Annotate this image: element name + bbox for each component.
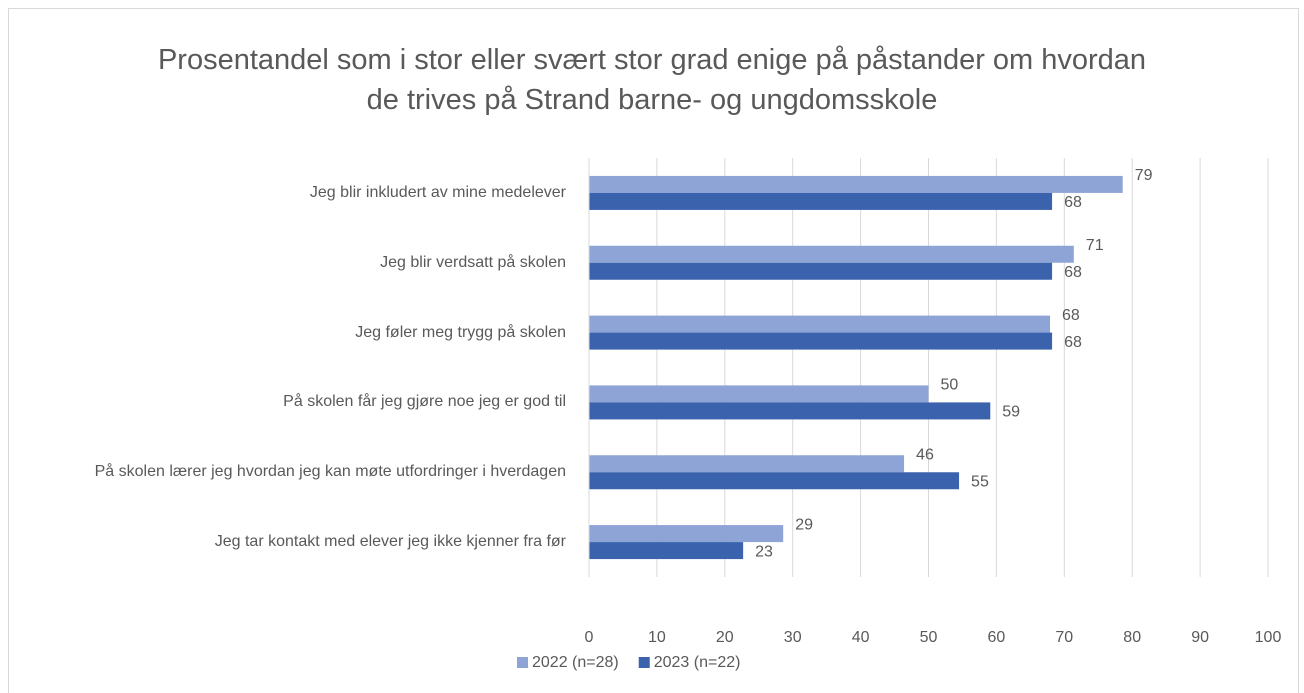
bar xyxy=(589,385,929,403)
data-label: 68 xyxy=(1064,194,1082,211)
x-tick-label: 70 xyxy=(1055,629,1073,646)
category-label: Jeg blir verdsatt på skolen xyxy=(380,253,566,271)
bar xyxy=(589,175,1123,193)
data-label: 59 xyxy=(1002,404,1020,421)
data-label: 71 xyxy=(1086,237,1104,254)
data-label: 68 xyxy=(1062,307,1080,324)
data-label: 46 xyxy=(916,446,934,463)
x-tick-label: 80 xyxy=(1123,629,1141,646)
x-tick-label: 100 xyxy=(1255,629,1282,646)
chart-title: Prosentandel som i stor eller svært stor… xyxy=(157,44,1147,116)
bar xyxy=(589,402,991,420)
category-label: På skolen lærer jeg hvordan jeg kan møte… xyxy=(94,463,566,481)
data-label: 68 xyxy=(1064,264,1082,281)
legend-swatch xyxy=(517,657,528,668)
legend-label: 2023 (n=22) xyxy=(654,654,741,671)
bar xyxy=(589,262,1053,280)
data-label: 50 xyxy=(941,377,959,394)
legend-swatch xyxy=(638,657,650,668)
x-tick-label: 30 xyxy=(784,629,802,646)
category-label: Jeg tar kontakt med elever jeg ikke kjen… xyxy=(214,533,566,551)
data-label: 23 xyxy=(755,543,773,560)
bar xyxy=(589,192,1053,210)
x-tick-label: 60 xyxy=(988,629,1006,646)
bar xyxy=(589,315,1051,333)
x-tick-label: 10 xyxy=(648,629,666,646)
bar xyxy=(589,455,905,473)
category-label: Jeg blir inkludert av mine medelever xyxy=(309,183,566,201)
x-tick-label: 90 xyxy=(1191,629,1209,646)
x-tick-label: 40 xyxy=(852,629,870,646)
bar xyxy=(589,245,1074,263)
x-tick-label: 0 xyxy=(585,629,594,646)
bar xyxy=(589,332,1053,350)
data-label: 68 xyxy=(1064,334,1082,351)
data-label: 79 xyxy=(1135,167,1153,184)
bar xyxy=(589,542,744,560)
chart-border xyxy=(8,8,1299,693)
data-label: 29 xyxy=(795,516,813,533)
x-tick-label: 50 xyxy=(920,629,938,646)
x-tick-label: 20 xyxy=(716,629,734,646)
data-label: 55 xyxy=(971,473,989,490)
category-label: Jeg føler meg trygg på skolen xyxy=(355,323,566,341)
legend-label: 2022 (n=28) xyxy=(532,654,619,671)
bar xyxy=(589,472,960,490)
category-label: På skolen får jeg gjøre noe jeg er god t… xyxy=(283,393,566,411)
bar xyxy=(589,525,784,543)
